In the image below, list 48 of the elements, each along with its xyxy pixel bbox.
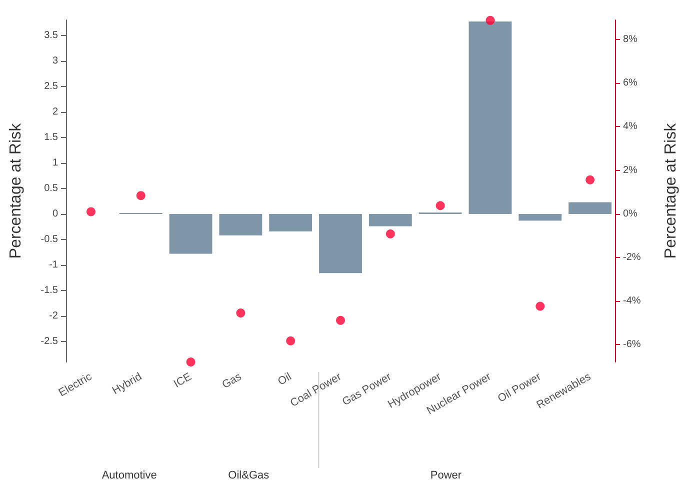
y2-tick-label: 6% bbox=[623, 78, 638, 89]
point bbox=[86, 207, 96, 216]
x-tick-label: Oil bbox=[276, 370, 294, 388]
y-tick-label: -2 bbox=[49, 310, 58, 322]
y-tick-label: 2 bbox=[52, 106, 58, 118]
y-tick-label: 2.5 bbox=[44, 80, 58, 92]
bar bbox=[219, 214, 262, 236]
point bbox=[486, 16, 495, 25]
y-tick-label: -1 bbox=[49, 260, 58, 271]
bar bbox=[169, 214, 212, 254]
y2-tick-label: 4% bbox=[623, 121, 638, 132]
y-tick-label: 3.5 bbox=[44, 30, 58, 41]
y-tick-label: 0.5 bbox=[44, 182, 58, 194]
bar bbox=[518, 214, 562, 221]
bar bbox=[468, 22, 512, 214]
y-tick-label: 3 bbox=[52, 55, 58, 66]
point bbox=[236, 308, 246, 318]
point bbox=[186, 358, 196, 366]
y2-tick-label: 2% bbox=[623, 164, 638, 176]
bar bbox=[568, 202, 612, 214]
y-tick-label: -1.5 bbox=[40, 285, 58, 296]
y-axis-title: Percentage at Risk bbox=[8, 122, 24, 259]
x-tick-label: ICE bbox=[172, 370, 194, 390]
text: Automotive bbox=[102, 470, 157, 482]
point bbox=[286, 336, 296, 346]
point bbox=[436, 201, 445, 210]
text: Oil&Gas bbox=[228, 470, 270, 482]
y2-axis-title: Percentage at Risk bbox=[662, 122, 680, 259]
y2-tick-label: 0% bbox=[623, 208, 638, 220]
y2-tick-label: -4% bbox=[623, 296, 641, 307]
point bbox=[386, 229, 395, 238]
x-tick-label: Gas bbox=[220, 370, 244, 392]
text: Power bbox=[430, 470, 462, 482]
bar bbox=[269, 214, 312, 232]
y-tick-label: -0.5 bbox=[40, 234, 58, 245]
y-tick-label: -2.5 bbox=[40, 336, 58, 348]
y-tick-label: 1 bbox=[52, 157, 58, 168]
y2-tick-label: -6% bbox=[623, 339, 641, 350]
point bbox=[136, 191, 146, 200]
point bbox=[336, 316, 345, 325]
y2-tick-label: 8% bbox=[623, 34, 638, 46]
y-tick-label: 0 bbox=[52, 208, 58, 220]
bar bbox=[368, 214, 412, 226]
point bbox=[536, 302, 545, 311]
bar bbox=[319, 214, 362, 274]
y2-tick-label: -2% bbox=[623, 252, 641, 263]
point bbox=[586, 175, 595, 184]
y-tick-label: 1.5 bbox=[44, 132, 58, 143]
